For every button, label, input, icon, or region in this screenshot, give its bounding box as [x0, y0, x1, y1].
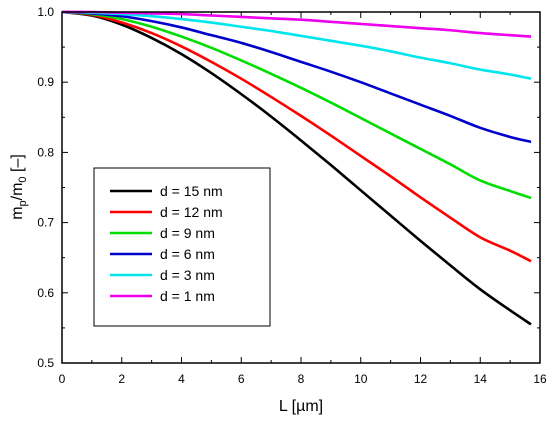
y-tick-labels: 0.5 0.6 0.7 0.8 0.9 1.0 — [37, 5, 54, 370]
series-line-2 — [61, 10, 532, 263]
x-axis-label: L [µm] — [279, 398, 323, 415]
legend-label-2: d = 12 nm — [160, 204, 223, 220]
y-axis-label: mp/m0 [–] — [9, 154, 29, 220]
y-label-sub2: 0 — [17, 176, 29, 182]
series-line-3 — [61, 10, 532, 200]
y-tick-label: 0.8 — [37, 145, 54, 159]
y-label-tail: [–] — [9, 154, 26, 176]
y-label-mid: /m — [9, 183, 26, 201]
legend: d = 15 nm d = 12 nm d = 9 nm d = 6 nm d = 3 … — [93, 167, 271, 327]
x-tick-label: 14 — [474, 372, 488, 386]
plot-frame — [61, 11, 541, 364]
legend-label-3: d = 9 nm — [160, 225, 215, 241]
x-tick-label: 2 — [118, 372, 125, 386]
legend-label-4: d = 6 nm — [160, 246, 215, 262]
x-tick-label: 10 — [354, 372, 368, 386]
x-tick-label: 6 — [238, 372, 245, 386]
y-tick-label: 1.0 — [37, 5, 54, 19]
series-line-6 — [61, 10, 532, 38]
y-tick-label: 0.7 — [37, 216, 54, 230]
x-tick-label: 16 — [533, 372, 547, 386]
series-line-1 — [61, 10, 532, 326]
x-tick-label: 0 — [59, 372, 66, 386]
y-tick-label: 0.9 — [37, 75, 54, 89]
y-tick-label: 0.6 — [37, 286, 54, 300]
legend-box — [93, 167, 271, 327]
series-lines — [61, 10, 532, 326]
x-tick-label: 8 — [298, 372, 305, 386]
x-tick-labels: 0 2 4 6 8 10 12 14 16 — [59, 372, 547, 386]
legend-label-6: d = 1 nm — [160, 288, 215, 304]
legend-label-1: d = 15 nm — [160, 183, 223, 199]
x-tick-label: 4 — [178, 372, 185, 386]
legend-label-5: d = 3 nm — [160, 267, 215, 283]
y-label-base1: m — [9, 206, 26, 219]
x-tick-label: 12 — [414, 372, 428, 386]
y-label-sub1: p — [17, 200, 29, 206]
y-tick-label: 0.5 — [37, 356, 54, 370]
series-line-4 — [61, 10, 532, 144]
series-line-5 — [61, 10, 532, 80]
